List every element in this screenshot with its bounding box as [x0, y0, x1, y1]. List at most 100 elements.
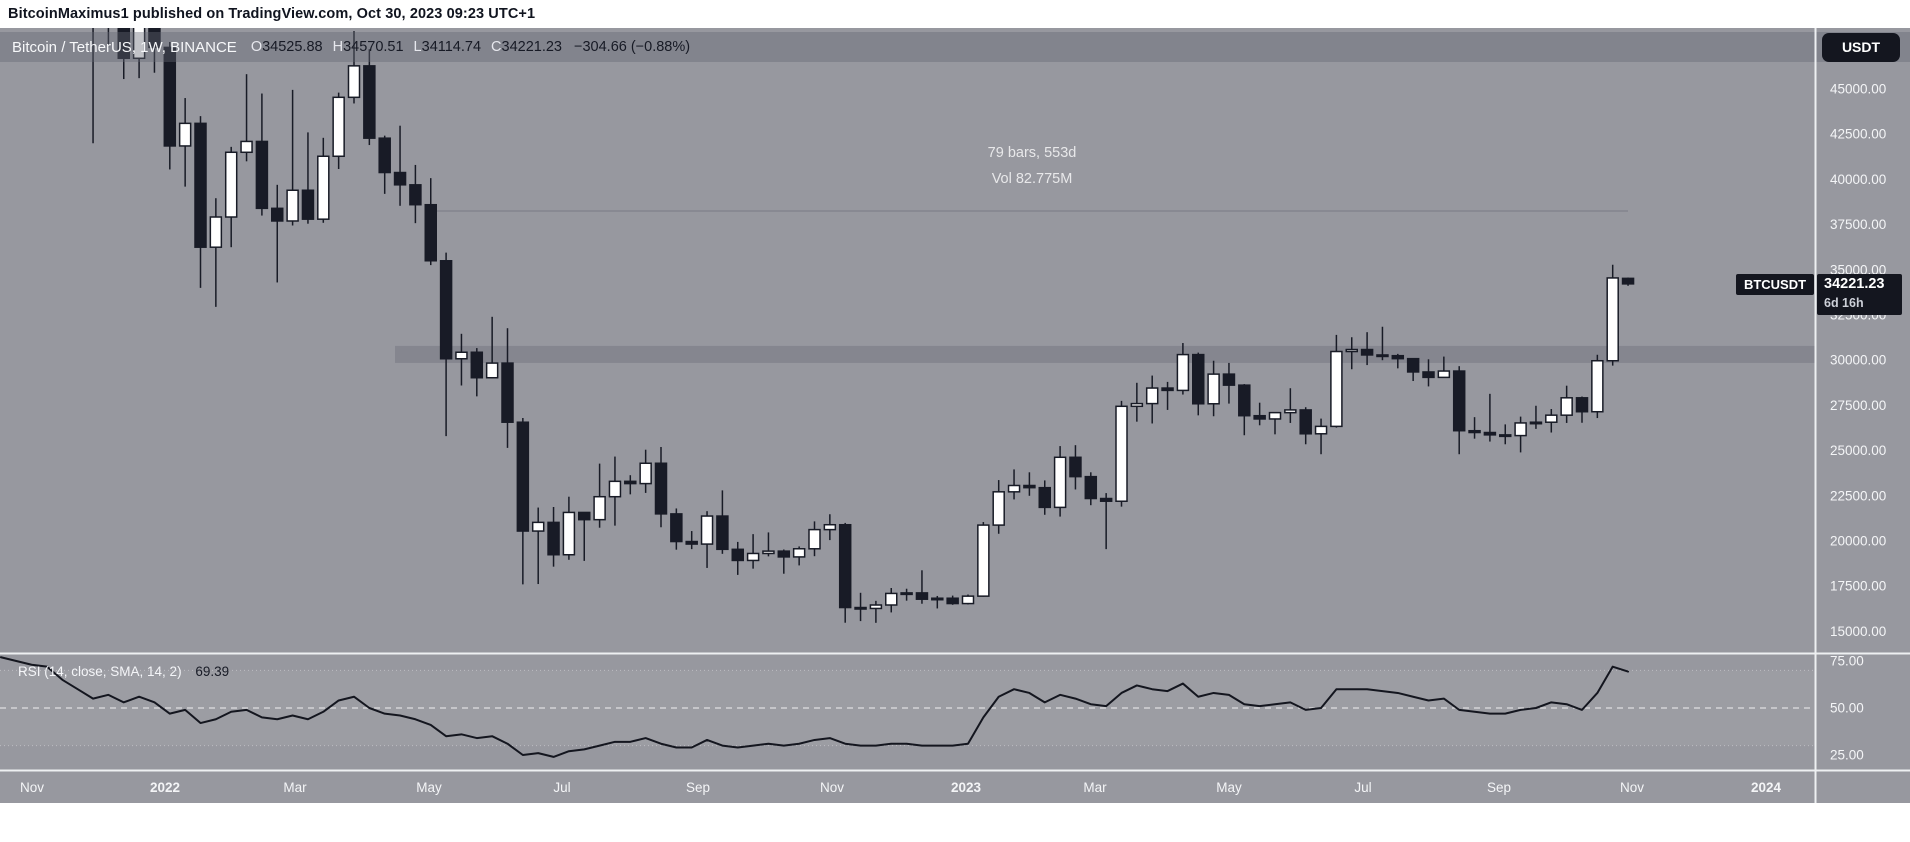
candle-body	[501, 362, 514, 423]
publish-header: BitcoinMaximus1 published on TradingView…	[0, 0, 1910, 28]
candle-body	[777, 550, 791, 558]
price-tick-label: 35000.00	[1830, 262, 1886, 277]
rsi-layer	[0, 656, 1630, 758]
candle-body	[716, 515, 729, 551]
price-tick-label: 15000.00	[1830, 624, 1886, 639]
candle-body	[1606, 277, 1619, 362]
candle-body	[977, 524, 990, 597]
candle-body	[1575, 397, 1589, 413]
candle-body	[163, 46, 177, 147]
candle-body	[1069, 456, 1082, 478]
candle-body	[1468, 429, 1481, 434]
candle-body	[593, 495, 606, 521]
time-tick-label: Nov	[820, 780, 844, 795]
candle-body	[1268, 411, 1282, 420]
candle-body	[1253, 414, 1266, 420]
candle-body	[178, 122, 192, 147]
candle-body	[654, 462, 668, 515]
candle-body	[1038, 486, 1051, 509]
rsi-tick-label: 50.00	[1830, 701, 1864, 716]
legend-bar	[0, 32, 1910, 62]
footer: TradingView	[0, 803, 1910, 842]
time-tick-label: Sep	[686, 780, 710, 795]
rsi-line	[0, 656, 1630, 758]
candle-body	[347, 65, 361, 99]
price-tick-label: 45000.00	[1830, 82, 1886, 97]
candles-layer	[92, 28, 1635, 623]
candle-body	[731, 548, 744, 562]
currency-toggle-button[interactable]: USDT	[1822, 33, 1900, 62]
price-tick-label: 42500.00	[1830, 127, 1886, 142]
publish-header-text: BitcoinMaximus1 published on TradingView…	[8, 6, 536, 22]
candle-body	[301, 189, 315, 220]
resistance-band	[395, 345, 1815, 363]
candle-body	[194, 122, 207, 248]
candle-body	[746, 552, 760, 562]
time-tick-label: Nov	[20, 780, 44, 795]
chart-canvas[interactable]: 79 bars, 553d Vol 82.775M 45000.00 42500.00…	[0, 28, 1910, 803]
candle-body	[1007, 484, 1021, 493]
price-axis-labels[interactable]: 45000.00 42500.00 40000.00 37500.00 35000.00…	[1830, 82, 1886, 639]
price-tick-label: 37500.00	[1830, 217, 1886, 232]
candle-body	[1084, 475, 1098, 500]
time-tick-label: 2023	[951, 780, 982, 795]
time-tick-label: 2024	[1751, 780, 1782, 795]
candle-body	[455, 351, 468, 360]
candle-body	[117, 28, 130, 60]
candle-body	[1360, 348, 1374, 356]
candle-body	[992, 491, 1005, 526]
candle-body	[1514, 422, 1527, 437]
candle-body	[578, 511, 591, 521]
candle-body	[1130, 402, 1144, 408]
candle-body	[240, 140, 253, 154]
time-axis[interactable]	[0, 770, 1815, 803]
time-axis-labels[interactable]: Nov 2022 Mar May Jul Sep Nov 2023 Mar May Jul Sep No…	[20, 780, 1782, 795]
price-tick-label: 30000.00	[1830, 353, 1886, 368]
candle-body	[363, 65, 376, 139]
candle-body	[885, 592, 898, 606]
price-axis[interactable]	[1815, 28, 1910, 803]
candle-body	[332, 96, 345, 158]
measure-bars-label: 79 bars, 553d	[988, 145, 1077, 161]
candle-body	[531, 521, 545, 532]
candle-body	[132, 28, 146, 60]
candle-body	[1621, 277, 1635, 285]
candle-body	[762, 550, 775, 555]
candle-body	[485, 362, 499, 379]
time-tick-label: Nov	[1620, 780, 1644, 795]
price-tick-label: 27500.00	[1830, 398, 1886, 413]
candle-body	[424, 203, 437, 262]
time-tick-label: 2022	[150, 780, 180, 795]
time-tick-label: May	[1216, 780, 1242, 795]
candle-body	[1145, 387, 1159, 405]
measure-volume-label: Vol 82.775M	[992, 171, 1073, 187]
candle-body	[639, 462, 652, 485]
candle-body	[224, 151, 238, 218]
candle-body	[961, 595, 975, 605]
candle-body	[1099, 497, 1113, 502]
candle-body	[1192, 353, 1205, 405]
time-tick-label: May	[416, 780, 442, 795]
rsi-tick-label: 25.00	[1830, 748, 1864, 763]
candle-body	[1529, 421, 1543, 425]
candle-body	[1391, 354, 1405, 360]
candle-body	[1345, 348, 1358, 353]
candle-body	[915, 592, 929, 600]
rsi-tick-label: 75.00	[1830, 654, 1864, 669]
candle-body	[792, 548, 806, 558]
candle-body	[1176, 353, 1190, 392]
candle-body	[931, 597, 944, 601]
candle-body	[1161, 387, 1174, 392]
candle-body	[1207, 373, 1220, 405]
candle-body	[317, 155, 330, 220]
time-tick-label: Jul	[1354, 780, 1371, 795]
candle-body	[439, 260, 453, 360]
candle-body	[854, 606, 867, 610]
candle-body	[1376, 354, 1389, 358]
time-tick-label: Jul	[553, 780, 570, 795]
candle-body	[1437, 370, 1451, 379]
candle-body	[1591, 359, 1604, 413]
candle-body	[1483, 431, 1497, 436]
candle-body	[823, 523, 837, 531]
